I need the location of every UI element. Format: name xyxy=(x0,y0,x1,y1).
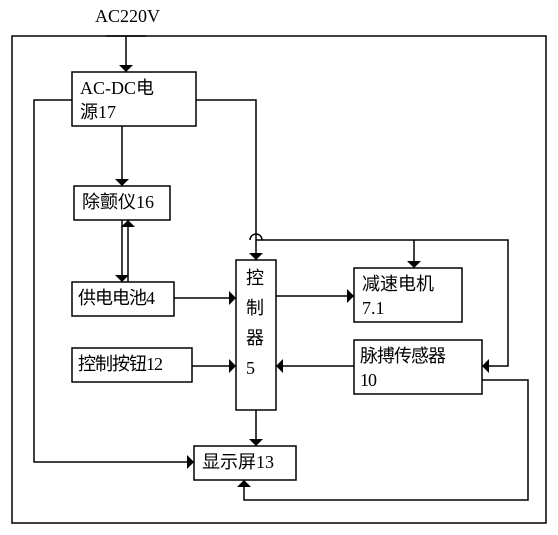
label-motor-0: 减速电机 xyxy=(362,274,434,294)
label-pulse-1: 10 xyxy=(360,370,377,390)
label-batt-0: 供电电池4 xyxy=(78,288,155,308)
label-motor-1: 7.1 xyxy=(362,298,385,318)
label-ctrl-0: 控 xyxy=(246,268,264,288)
label-ctrl-3: 5 xyxy=(246,358,255,378)
label-btn-0: 控制按钮12 xyxy=(78,354,162,374)
label-pulse-0: 脉搏传感器 xyxy=(360,346,446,366)
ac-input-label: AC220V xyxy=(95,6,160,26)
label-disp-0: 显示屏13 xyxy=(202,452,274,472)
label-acdc-1: 源17 xyxy=(80,102,116,122)
label-ctrl-2: 器 xyxy=(246,328,264,348)
label-ctrl-1: 制 xyxy=(246,298,264,318)
label-acdc-0: AC-DC电 xyxy=(80,78,154,98)
label-defib-0: 除颤仪16 xyxy=(82,192,154,212)
